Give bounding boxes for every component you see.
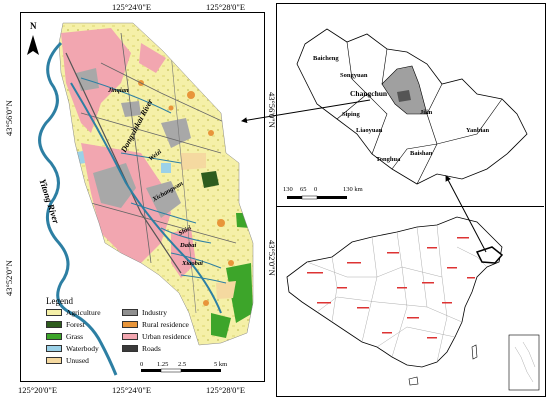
north-arrow xyxy=(27,35,39,55)
legend-title: Legend xyxy=(46,296,73,306)
north-label: N xyxy=(30,21,37,31)
jilin-label-jilin: Jilin xyxy=(420,109,433,116)
locator-divider xyxy=(276,206,544,207)
coord-top-2: 125°28'0"E xyxy=(206,2,246,12)
scale-bar xyxy=(141,368,221,373)
jilin-scale-tick-1: 65 xyxy=(300,186,307,193)
study-area-landuse xyxy=(59,23,253,345)
jilin-label-siping: Siping xyxy=(342,111,360,118)
legend-swatch-rural-residence xyxy=(122,321,138,328)
legend-swatch-forest xyxy=(46,321,62,328)
china-map xyxy=(286,216,540,391)
jilin-scale-bar xyxy=(287,195,347,200)
legend-swatch-waterbody xyxy=(46,345,62,352)
legend-label-waterbody: Waterbody xyxy=(66,344,99,353)
coord-bottom-3: 125°28'0"E xyxy=(206,385,246,395)
jilin-label-changchun: Changchun xyxy=(350,89,388,98)
coord-bottom-2: 125°24'0"E xyxy=(112,385,152,395)
legend-swatch-urban-residence xyxy=(122,333,138,340)
legend-swatch-industry xyxy=(122,309,138,316)
scale-tick-0: 0 xyxy=(140,361,144,368)
jilin-label-tonghua: Tonghua xyxy=(376,156,401,163)
xiaobai-label: Xiaobai xyxy=(182,260,203,267)
scale-tick-2: 2.5 xyxy=(178,361,187,368)
coord-bottom-1: 125°20'0"E xyxy=(18,385,58,395)
legend-label-rural-residence: Rural residence xyxy=(142,320,189,329)
scale-tick-3: 5 km xyxy=(214,361,228,368)
land-use-map xyxy=(27,22,254,376)
jilin-province-map xyxy=(287,28,528,200)
legend-label-urban-residence: Urban residence xyxy=(142,332,191,341)
jilin-scale-tick-2: 0 xyxy=(314,186,318,193)
yitong-river xyxy=(38,41,118,376)
legend-label-grass: Grass xyxy=(66,332,84,341)
jilin-label-songyuan: Songyuan xyxy=(340,72,368,79)
jilin-label-yanbian: Yanbian xyxy=(466,127,490,134)
jilin-label-baishan: Baishan xyxy=(410,150,433,157)
legend-label-forest: Forest xyxy=(66,320,85,329)
jinqian-label: Jinqian xyxy=(108,87,129,94)
legend-label-unused: Unused xyxy=(66,356,89,365)
legend-swatch-grass xyxy=(46,333,62,340)
jilin-label-baicheng: Baicheng xyxy=(313,55,339,62)
jilin-label-liaoyuan: Liaoyuan xyxy=(356,127,383,134)
dabai-label: Dabai xyxy=(180,242,197,249)
legend-swatch-unused xyxy=(46,357,62,364)
coord-top-1: 125°24'0"E xyxy=(112,2,152,12)
legend-label-roads: Roads xyxy=(142,344,161,353)
jilin-scale-tick-3: 130 km xyxy=(343,186,363,193)
legend-label-industry: Industry xyxy=(142,308,167,317)
scale-tick-1: 1.25 xyxy=(157,361,169,368)
legend-label-agriculture: Agriculture xyxy=(66,308,101,317)
legend-swatch-agriculture xyxy=(46,309,62,316)
legend-swatch-roads xyxy=(122,345,138,352)
legend: Legend Agriculture Forest Grass Waterbod… xyxy=(46,296,206,364)
jilin-scale-tick-0: 130 xyxy=(283,186,293,193)
